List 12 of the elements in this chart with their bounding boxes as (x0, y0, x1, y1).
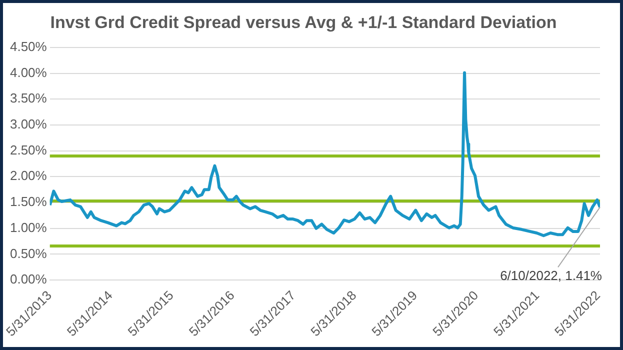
chart-title: Invst Grd Credit Spread versus Avg & +1/-1 Standard Deviation (50, 12, 557, 32)
y-tick-label: 0.00% (10, 272, 48, 287)
annotation: 6/10/2022, 1.41% (500, 268, 602, 284)
y-tick-label: 4.50% (10, 38, 48, 54)
y-tick-label: 0.50% (10, 246, 48, 261)
y-tick-label: 3.00% (10, 116, 48, 132)
y-tick-label: 1.00% (10, 220, 48, 235)
y-tick-label: 2.00% (10, 168, 48, 184)
y-tick-label: 2.50% (10, 142, 48, 158)
y-tick-label: 3.50% (10, 90, 48, 106)
y-tick-label: 1.50% (10, 194, 48, 210)
y-tick-label: 4.00% (10, 64, 48, 80)
